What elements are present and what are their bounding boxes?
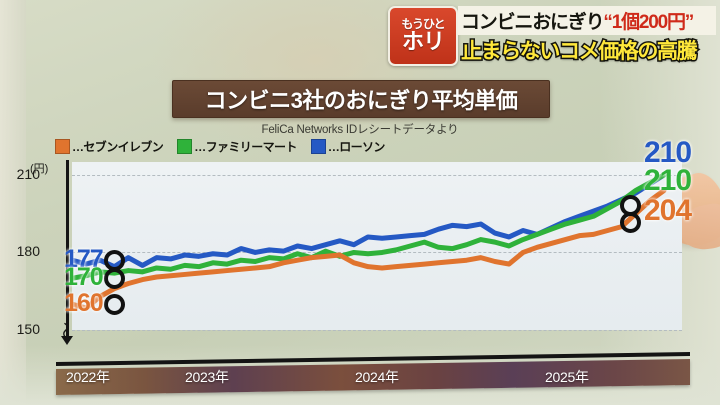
legend-label: …ファミリーマート: [194, 139, 297, 154]
badge-line-2: ホリ: [401, 29, 445, 55]
chart-title-plate: コンビニ3社のおにぎり平均単価: [172, 80, 550, 118]
callout-value-start-ファミリーマート: 170: [64, 263, 104, 292]
program-segment-badge: もうひと ホリ: [388, 6, 458, 66]
headline-line-2-text: 止まらないコメ価格の高騰: [459, 39, 699, 65]
headline-banner: もうひと ホリ コンビニおにぎり “1個200円” 止まらないコメ価格の高騰: [388, 4, 718, 66]
series-line-セブンイレブン: [69, 187, 667, 311]
chart-source-text: FeliCa Networks IDレシートデータより: [261, 124, 459, 136]
x-axis-label-2022年: 2022年: [66, 369, 110, 385]
chart-legend: …セブンイレブン …ファミリーマート …ローソン: [55, 136, 385, 156]
x-axis-label-2025年: 2025年: [545, 369, 589, 385]
legend-item-0: …セブンイレブン: [55, 138, 164, 155]
series-lines: [69, 172, 667, 311]
callout-value-end-セブンイレブン: 204: [644, 194, 692, 227]
y-axis-line: [66, 160, 69, 340]
y-axis-unit-label: (円): [30, 163, 49, 175]
x-axis-label-2024年: 2024年: [355, 369, 399, 385]
y-axis-arrow: [61, 336, 73, 345]
chart-plot-area: [69, 162, 682, 331]
callout-value-end-ファミリーマート: 210: [644, 164, 692, 197]
headline-line-1-prefix: コンビニおにぎり: [461, 12, 605, 33]
callout-ring-start-ファミリーマート: [104, 268, 125, 290]
callout-ring-start-セブンイレブン: [104, 294, 125, 316]
gridline-150: [72, 330, 682, 331]
legend-item-1: …ファミリーマート: [177, 138, 297, 155]
legend-swatch-icon: [177, 138, 193, 154]
headline-line-2: 止まらないコメ価格の高騰: [458, 35, 716, 65]
legend-label: …セブンイレブン: [72, 139, 164, 154]
callout-value-start-セブンイレブン: 160: [64, 289, 104, 318]
legend-label: …ローソン: [327, 139, 386, 154]
chart-title-text: コンビニ3社のおにぎり平均単価: [204, 88, 518, 113]
y-axis-tick-210: 210: [16, 165, 40, 182]
chart-source: FeliCa Networks IDレシートデータより: [172, 120, 548, 138]
badge-line-1: もうひと: [401, 17, 445, 32]
legend-swatch-icon: [310, 138, 326, 154]
y-axis-tick-150: 150: [16, 321, 40, 337]
legend-item-2: …ローソン: [310, 138, 386, 155]
callout-value-end-ローソン: 210: [644, 136, 692, 169]
plot-background: [72, 162, 682, 330]
legend-swatch-icon: [55, 138, 70, 154]
headline-line-1: コンビニおにぎり “1個200円”: [458, 6, 716, 35]
y-axis-tick-180: 180: [16, 243, 40, 260]
gridline-210: [72, 174, 682, 176]
series-line-ファミリーマート: [69, 172, 667, 281]
callout-ring-end-ファミリーマート: [620, 212, 641, 233]
callout-value-start-ローソン: 177: [64, 245, 104, 274]
background-left-panel: [0, 0, 26, 405]
x-axis-label-2023年: 2023年: [185, 369, 229, 385]
headline-line-1-highlight: “1個200円”: [603, 12, 694, 33]
